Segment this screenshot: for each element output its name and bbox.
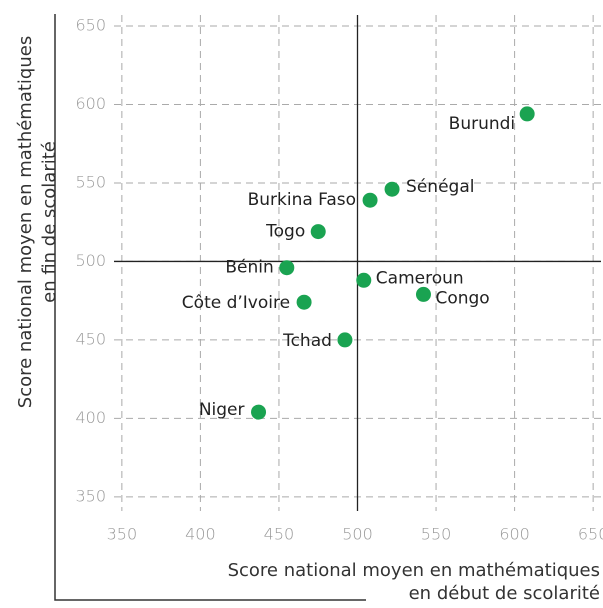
x-tick-label: 350 <box>107 525 138 544</box>
point-label: Bénin <box>225 258 273 278</box>
x-tick-label: 500 <box>342 525 373 544</box>
y-axis-label: en fin de scolarité <box>39 141 60 303</box>
point-label: Tchad <box>282 331 332 351</box>
y-axis-label: Score national moyen en mathématiques <box>15 36 36 408</box>
y-tick-label: 450 <box>75 329 106 348</box>
x-tick-label: 650 <box>578 525 603 544</box>
x-tick-label: 550 <box>421 525 452 544</box>
point <box>310 224 326 240</box>
y-tick-label: 500 <box>75 251 106 270</box>
point <box>362 192 378 208</box>
point-label: Cameroun <box>376 268 464 288</box>
point <box>519 106 535 122</box>
point-label: Côte d’Ivoire <box>182 293 290 313</box>
point-label: Burkina Faso <box>248 190 356 210</box>
y-tick-label: 650 <box>75 15 106 34</box>
point-label: Congo <box>435 288 489 308</box>
y-tick-label: 550 <box>75 172 106 191</box>
point <box>251 404 267 420</box>
point <box>415 286 431 302</box>
point-label: Togo <box>265 222 305 242</box>
point <box>279 260 295 276</box>
y-tick-label: 400 <box>75 408 106 427</box>
point <box>384 181 400 197</box>
x-axis-label: en début de scolarité <box>409 583 600 604</box>
point <box>337 332 353 348</box>
x-tick-label: 400 <box>185 525 216 544</box>
point-label: Burundi <box>449 114 516 134</box>
x-tick-label: 600 <box>499 525 530 544</box>
y-tick-label: 600 <box>75 94 106 113</box>
axis-frame <box>54 14 366 601</box>
x-axis-label: Score national moyen en mathématiques <box>228 560 600 581</box>
point-label: Sénégal <box>406 177 474 197</box>
point <box>296 294 312 310</box>
x-tick-label: 450 <box>264 525 295 544</box>
point <box>356 272 372 288</box>
point-label: Niger <box>199 400 245 420</box>
y-tick-label: 350 <box>75 486 106 505</box>
